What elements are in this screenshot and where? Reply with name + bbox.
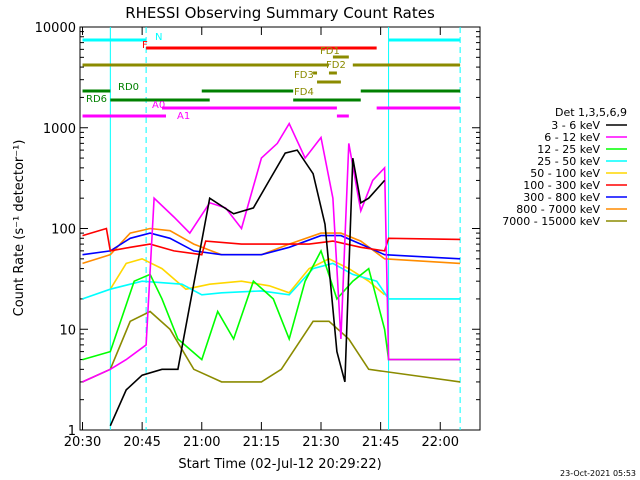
y-tick-label: 1 [68, 424, 76, 439]
legend-entry: 50 - 100 keV [530, 167, 600, 180]
legend-entry: 6 - 12 keV [544, 131, 600, 144]
legend-entry: 7000 - 15000 keV [502, 215, 600, 228]
flag-label: FD1 [320, 46, 340, 57]
x-tick-label: 21:00 [183, 435, 220, 450]
x-tick-label: 21:30 [302, 435, 339, 450]
flag-label: RD0 [118, 82, 139, 93]
x-tick-label: 20:45 [123, 435, 160, 450]
y-tick-label: 100 [51, 223, 76, 238]
series-line [82, 248, 461, 361]
x-tick-label: 22:00 [422, 435, 459, 450]
series-line [82, 310, 461, 383]
x-tick-label: 20:30 [64, 435, 101, 450]
flag-label: A1 [177, 111, 190, 122]
x-axis-label: Start Time (02-Jul-12 20:29:22) [178, 457, 381, 472]
chart-title: RHESSI Observing Summary Count Rates [125, 4, 435, 22]
y-tick-label: 1000 [43, 122, 76, 137]
flag-label: FD2 [326, 60, 346, 71]
series-line [82, 232, 461, 260]
flag-label: N [155, 32, 162, 43]
legend-title: Det 1,3,5,6,9 [555, 106, 627, 119]
flag-label: A0 [152, 100, 165, 111]
legend-entry: 25 - 50 keV [537, 155, 600, 168]
legend-entry: 800 - 7000 keV [516, 203, 600, 216]
legend-entry: 100 - 300 keV [523, 179, 600, 192]
y-tick-label: 10 [59, 323, 76, 338]
footer-date: 23-Oct-2021 05:53 [560, 469, 636, 478]
y-axis-label: Count Rate (s⁻¹ detector⁻¹) [12, 140, 27, 317]
legend-entry: 12 - 25 keV [537, 143, 600, 156]
series-line [82, 227, 461, 256]
x-tick-label: 21:45 [362, 435, 399, 450]
legend-entry: 300 - 800 keV [523, 191, 600, 204]
flag-label: F [142, 40, 148, 51]
series-line [109, 149, 386, 427]
flag-label: FD3 [294, 70, 314, 81]
legend-entry: 3 - 6 keV [551, 119, 600, 132]
y-tick-label: 10000 [35, 21, 76, 36]
series-line [82, 262, 461, 300]
flag-label: RD6 [86, 94, 107, 105]
flag-label: FD4 [294, 87, 314, 98]
x-tick-label: 21:15 [243, 435, 280, 450]
plot-area: 1 10 100 1000 10000 20:30 20:45 21:00 21:15 21:30… [35, 21, 481, 450]
